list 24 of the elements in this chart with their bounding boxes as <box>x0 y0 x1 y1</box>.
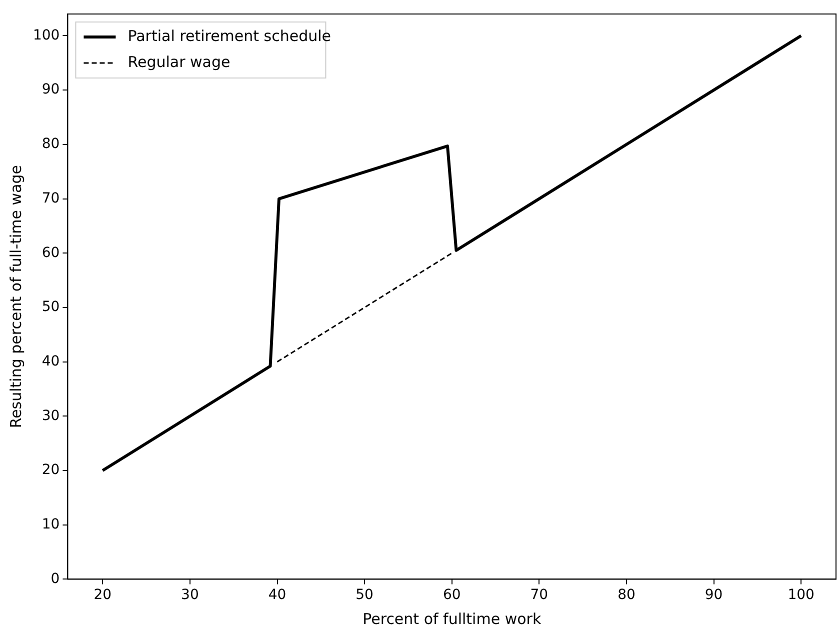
y-tick-label: 100 <box>32 27 60 44</box>
x-tick-label: 70 <box>530 587 548 604</box>
y-tick-label: 30 <box>42 408 60 424</box>
x-tick-label: 60 <box>442 587 461 604</box>
y-tick-label: 20 <box>42 462 60 478</box>
y-axis-title: Resulting percent of full-time wage <box>6 165 25 428</box>
y-tick-label: 60 <box>42 244 60 261</box>
y-tick-label: 40 <box>42 353 60 370</box>
x-tick-label: 100 <box>788 587 814 604</box>
x-tick-label: 20 <box>94 587 112 604</box>
x-axis-title: Percent of fulltime work <box>362 610 542 628</box>
y-tick-label: 80 <box>42 136 60 152</box>
x-tick-label: 90 <box>704 587 723 604</box>
x-tick-label: 50 <box>356 587 374 604</box>
x-tick-label: 40 <box>268 587 286 604</box>
legend-label: Regular wage <box>128 52 230 71</box>
x-tick-label: 80 <box>618 587 636 604</box>
x-tick-label: 30 <box>181 587 199 604</box>
y-tick-label: 0 <box>50 570 60 587</box>
legend-label: Partial retirement schedule <box>128 26 332 45</box>
y-tick-label: 10 <box>42 516 60 532</box>
y-tick-label: 50 <box>42 299 60 316</box>
y-tick-label: 90 <box>42 82 60 98</box>
y-tick-label: 70 <box>42 190 60 206</box>
